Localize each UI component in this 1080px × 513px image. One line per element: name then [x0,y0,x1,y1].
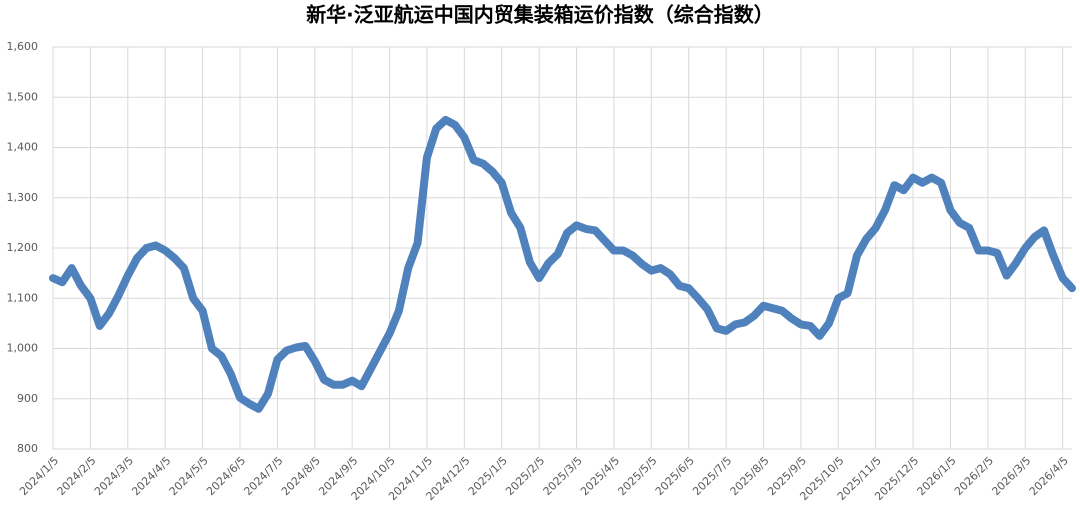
x-tick-label: 2025/3/5 [541,454,585,498]
x-tick-label: 2025/1/5 [466,454,510,498]
y-tick-label: 1,000 [7,342,39,355]
chart-title: 新华·泛亚航运中国内贸集装箱运价指数（综合指数） [306,3,774,27]
x-tick-label: 2026/1/5 [915,454,959,498]
x-tick-label: 2025/5/5 [615,454,659,498]
y-tick-label: 1,400 [7,141,39,154]
x-tick-label: 2024/8/5 [279,454,323,498]
x-tick-label: 2025/8/5 [728,454,772,498]
x-tick-label: 2026/2/5 [952,454,996,498]
x-tick-label: 2024/1/5 [17,454,61,498]
y-tick-label: 1,600 [7,40,39,53]
x-tick-label: 2025/2/5 [503,454,547,498]
x-tick-label: 2024/7/5 [241,454,285,498]
y-tick-label: 1,100 [7,291,39,304]
x-tick-label: 2024/3/5 [92,454,136,498]
line-series [49,115,1076,413]
x-tick-label: 2026/3/5 [989,454,1033,498]
y-tick-label: 1,200 [7,241,39,254]
y-tick-label: 1,300 [7,191,39,204]
x-tick-label: 2024/2/5 [55,454,99,498]
x-tick-label: 2024/6/5 [204,454,248,498]
y-tick-label: 900 [17,392,38,405]
x-tick-label: 2026/4/5 [1027,454,1071,498]
x-tick-label: 2025/4/5 [578,454,622,498]
x-tick-label: 2024/5/5 [167,454,211,498]
x-tick-label: 2024/4/5 [129,454,173,498]
x-tick-label: 2025/6/5 [653,454,697,498]
x-tick-label: 2025/7/5 [690,454,734,498]
y-tick-label: 800 [17,442,38,455]
y-tick-label: 1,500 [7,90,39,103]
